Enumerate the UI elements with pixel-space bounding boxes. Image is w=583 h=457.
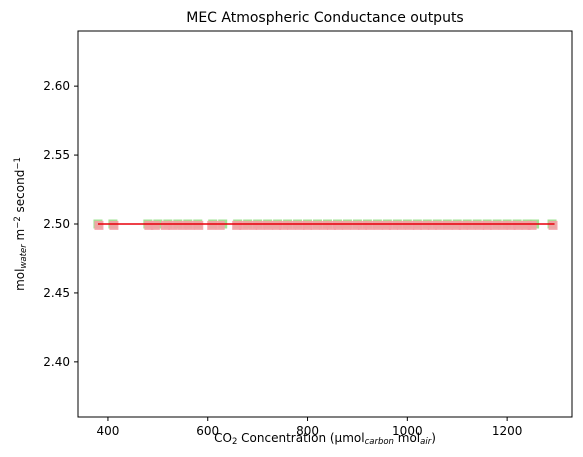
y-tick-label: 2.40 (43, 355, 70, 369)
x-tick-label: 800 (296, 424, 319, 438)
data-point (388, 220, 398, 230)
x-axis: 400 600 800 1000 1200 (96, 417, 522, 438)
x-tick-label: 1200 (492, 424, 523, 438)
data-point (177, 220, 187, 230)
data-point (310, 220, 320, 230)
y-tick-label: 2.45 (43, 286, 70, 300)
data-point (412, 220, 422, 230)
x-tick-label: 400 (96, 424, 119, 438)
data-point (94, 220, 104, 230)
data-point (506, 220, 516, 230)
x-tick-label: 1000 (392, 424, 423, 438)
data-point (255, 220, 265, 230)
data-point (150, 220, 160, 230)
data-point (160, 220, 170, 230)
data-point (458, 220, 468, 230)
data-point (548, 220, 558, 230)
data-point (279, 220, 289, 230)
data-point (326, 220, 336, 230)
axes-frame (77, 30, 573, 418)
data-point (287, 220, 297, 230)
y-tick-label: 2.55 (43, 148, 70, 162)
data-point (185, 220, 195, 230)
data-point (215, 220, 225, 230)
data-point (490, 220, 500, 230)
data-point (357, 220, 367, 230)
data-point (194, 220, 204, 230)
data-point (475, 220, 485, 230)
data-point (498, 220, 508, 230)
y-axis: 2.40 2.45 2.50 2.55 2.60 (43, 79, 78, 369)
chart-title: MEC Atmospheric Conductance outputs (186, 10, 463, 26)
scatter-series (94, 220, 558, 230)
data-point (521, 220, 531, 230)
data-point (168, 220, 178, 230)
data-point (381, 220, 391, 230)
data-point (466, 220, 476, 230)
data-point (451, 220, 461, 230)
data-point (513, 220, 523, 230)
data-point (427, 220, 437, 230)
data-point (482, 220, 492, 230)
data-point (295, 220, 305, 230)
x-tick-label: 600 (196, 424, 219, 438)
data-point (443, 220, 453, 230)
data-point (144, 220, 154, 230)
data-point (365, 220, 375, 230)
data-point (248, 220, 258, 230)
data-point (350, 220, 360, 230)
x-axis-label: CO2 Concentration (µmolcarbon molair) (214, 431, 436, 447)
data-point (333, 220, 343, 230)
data-point (396, 220, 406, 230)
data-point (272, 220, 282, 230)
data-point (420, 220, 430, 230)
data-point (239, 220, 249, 230)
data-point (232, 220, 242, 230)
data-point (373, 220, 383, 230)
data-point (435, 220, 445, 230)
data-point (303, 220, 313, 230)
plot-area (93, 219, 558, 230)
data-point (405, 220, 415, 230)
data-point (207, 220, 217, 230)
data-point (527, 220, 537, 230)
y-axis-label: molwater m−2 second−1 (13, 157, 29, 291)
data-point (109, 220, 119, 230)
data-point (264, 220, 274, 230)
y-tick-label: 2.50 (43, 217, 70, 231)
data-point (319, 220, 329, 230)
data-point (341, 220, 351, 230)
y-tick-label: 2.60 (43, 79, 70, 93)
